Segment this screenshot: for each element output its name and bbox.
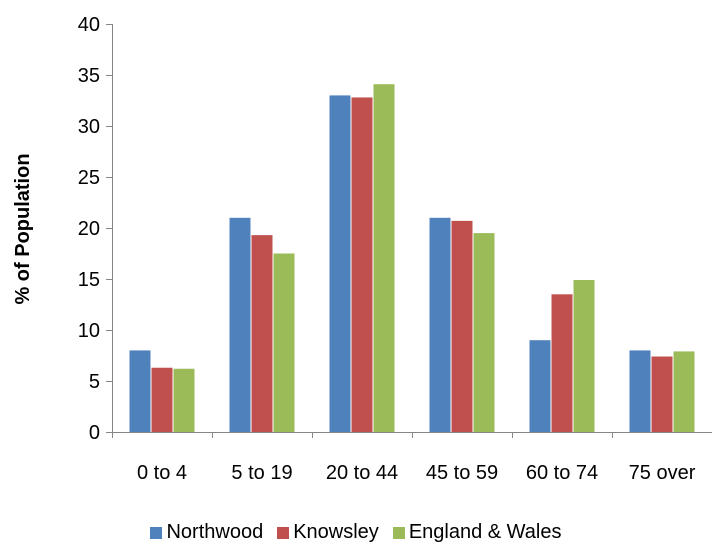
legend-label: Northwood xyxy=(166,521,264,543)
bar-knowsley-5 xyxy=(651,356,673,432)
y-tick-label: 10 xyxy=(78,320,100,342)
y-axis-ticks: 0 5 10 15 20 25 30 35 40 xyxy=(78,14,112,444)
bar-knowsley-3 xyxy=(451,220,473,432)
legend-swatch xyxy=(277,526,290,539)
y-tick-label: 20 xyxy=(78,218,100,240)
y-tick-label: 15 xyxy=(78,269,100,291)
legend-label: Knowsley xyxy=(293,521,379,543)
legend-label: England & Wales xyxy=(408,521,562,543)
x-tick-label: 20 to 44 xyxy=(326,462,398,484)
legend-item: Northwood xyxy=(150,521,263,544)
legend-item: Knowsley xyxy=(277,521,379,544)
y-tick-label: 0 xyxy=(89,422,100,444)
y-tick-label: 25 xyxy=(78,167,100,189)
bar-knowsley-4 xyxy=(551,294,573,432)
legend-swatch xyxy=(150,526,163,539)
bar-knowsley-0 xyxy=(151,367,173,432)
bar-knowsley-1 xyxy=(251,235,273,432)
bar-england-wales-3 xyxy=(473,233,495,432)
legend: Northwood Knowsley England & Wales xyxy=(0,518,712,547)
x-axis-ticks: 0 to 4 5 to 19 20 to 44 45 to 59 60 to 74 75 … xyxy=(112,432,696,484)
x-tick-label: 0 to 4 xyxy=(137,462,187,484)
y-tick-label: 30 xyxy=(78,116,100,138)
y-tick-label: 5 xyxy=(89,371,100,393)
bar-england-wales-0 xyxy=(173,368,195,432)
bar-england-wales-4 xyxy=(573,280,595,432)
bar-england-wales-1 xyxy=(273,253,295,432)
x-tick-label: 75 over xyxy=(629,462,696,484)
x-tick-label: 45 to 59 xyxy=(426,462,498,484)
bar-northwood-4 xyxy=(529,340,551,432)
bar-northwood-0 xyxy=(129,350,151,432)
x-tick-label: 5 to 19 xyxy=(231,462,292,484)
x-tick-label: 60 to 74 xyxy=(526,462,598,484)
bar-northwood-3 xyxy=(429,217,451,432)
bar-knowsley-2 xyxy=(351,97,373,432)
bar-england-wales-5 xyxy=(673,351,695,432)
bar-chart: 0 5 10 15 20 25 30 35 40 0 to 4 5 to 19 20 to 44 45… xyxy=(12,14,712,484)
bars xyxy=(129,84,695,433)
legend-swatch xyxy=(392,526,405,539)
y-tick-label: 40 xyxy=(78,14,100,36)
bar-northwood-2 xyxy=(329,95,351,433)
legend-item: England & Wales xyxy=(392,521,562,544)
bar-northwood-5 xyxy=(629,350,651,432)
y-axis-label: % of Population xyxy=(12,153,34,304)
bar-northwood-1 xyxy=(229,217,251,432)
y-tick-label: 35 xyxy=(78,65,100,87)
bar-england-wales-2 xyxy=(373,84,395,433)
